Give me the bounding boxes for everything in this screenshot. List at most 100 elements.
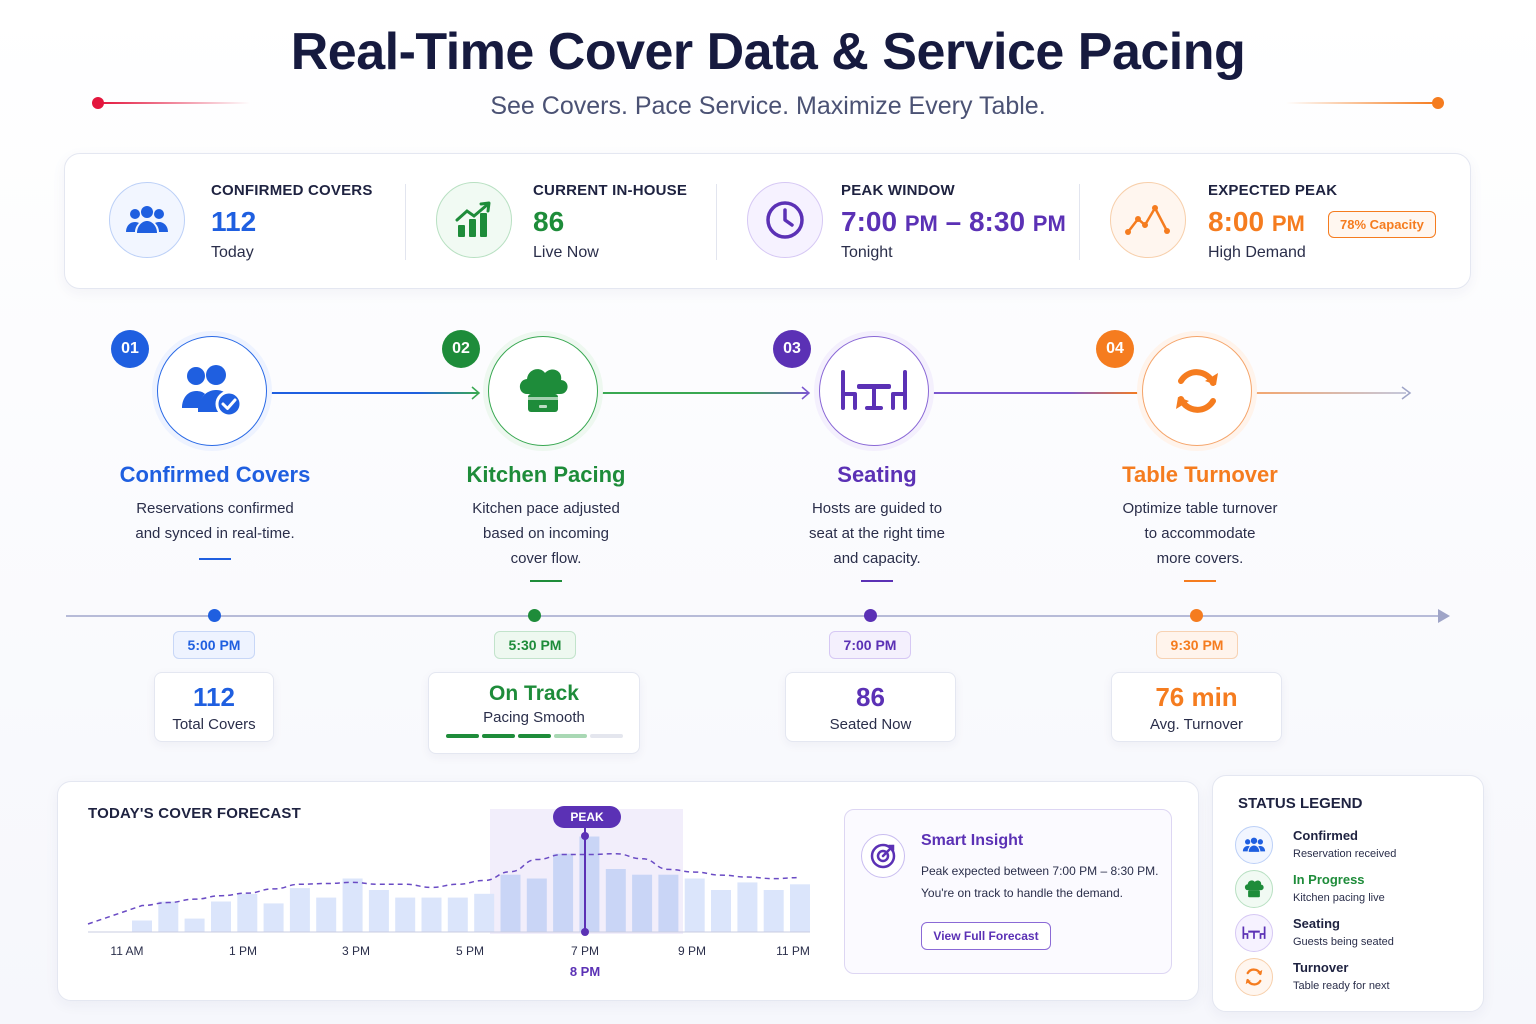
chef-hat-icon	[1235, 870, 1273, 908]
metric-card-seated-now[interactable]: 86 Seated Now	[785, 672, 956, 742]
timeline-time: 9:30 PM	[1156, 631, 1238, 659]
step-desc-line: Hosts are guided to	[811, 500, 943, 517]
insight-text: Peak expected between 7:00 PM – 8:30 PM.…	[921, 860, 1166, 904]
step-desc-line: Kitchen pace adjusted	[472, 500, 620, 517]
forecast-card: TODAY'S COVER FORECAST PEAK 11 AM 1 PM 3 P…	[57, 781, 1199, 1001]
page-title: Real-Time Cover Data & Service Pacing	[290, 23, 1246, 81]
forecast-bar	[737, 882, 758, 932]
metric-card-pacing[interactable]: On Track Pacing Smooth	[428, 672, 640, 754]
step-desc-line: and capacity.	[833, 550, 921, 567]
x-tick-label: 5 PM	[456, 944, 484, 958]
forecast-bar	[526, 878, 547, 932]
step-title: Seating	[837, 462, 917, 487]
legend-item-desc: Kitchen pacing live	[1293, 892, 1385, 904]
stat-confirmed-covers[interactable]: CONFIRMED COVERS 112 Today	[65, 154, 405, 290]
forecast-bar	[447, 897, 468, 932]
step-number: 01	[111, 330, 149, 368]
forecast-bar	[605, 869, 626, 932]
forecast-bar	[211, 901, 231, 932]
forecast-title: TODAY'S COVER FORECAST	[88, 805, 302, 822]
forecast-chart[interactable]: PEAK 11 AM 1 PM 3 PM 5 PM 7 PM 9 PM 11 PM 8 PM	[58, 782, 838, 1002]
stat-expected-peak[interactable]: EXPECTED PEAK 8:00 PM High Demand 78% Ca…	[1080, 154, 1470, 290]
view-full-forecast-button[interactable]: View Full Forecast	[921, 922, 1051, 950]
forecast-bar	[132, 920, 152, 932]
stat-label: CURRENT IN-HOUSE	[533, 182, 688, 199]
insight-title: Smart Insight	[921, 832, 1024, 849]
forecast-bar	[342, 878, 363, 932]
x-tick-label: 1 PM	[229, 944, 257, 958]
target-icon	[861, 834, 905, 878]
stat-value-start: 7:00	[841, 206, 898, 237]
flow-connector	[268, 392, 418, 394]
step-desc-line: based on incoming	[483, 525, 609, 542]
stat-sub: Live Now	[533, 244, 599, 261]
stat-value: 8:00 PM	[1208, 206, 1305, 238]
step-desc-line: Optimize table turnover	[1122, 500, 1278, 517]
step-desc-line: cover flow.	[510, 550, 582, 567]
divider	[405, 184, 406, 260]
forecast-bar	[763, 890, 784, 932]
stat-value-start-unit: PM	[904, 211, 938, 236]
underline	[530, 580, 562, 582]
metric-value: 112	[193, 682, 235, 712]
flow-connector	[418, 392, 478, 394]
stat-peak-window[interactable]: PEAK WINDOW 7:00 PM – 8:30 PM Tonight	[717, 154, 1079, 290]
stat-value: 7:00 PM – 8:30 PM	[841, 206, 1066, 238]
x-tick-label: 11 PM	[776, 944, 810, 958]
stat-value: 112	[211, 206, 257, 237]
decor-line-right	[1284, 97, 1444, 109]
forecast-bar	[368, 890, 389, 932]
metric-value: On Track	[489, 682, 579, 705]
peak-time-label: 8 PM	[570, 964, 600, 979]
x-tick-label: 7 PM	[571, 944, 599, 958]
timeline-time: 5:30 PM	[494, 631, 576, 659]
stat-value-end-unit: PM	[1032, 211, 1066, 236]
step-description: Optimize table turnover to accommodate m…	[1075, 496, 1325, 571]
legend-item-name: Confirmed	[1293, 828, 1358, 843]
growth-chart-icon	[436, 182, 512, 258]
metric-card-avg-turnover[interactable]: 76 min Avg. Turnover	[1111, 672, 1282, 742]
stat-current-in-house[interactable]: CURRENT IN-HOUSE 86 Live Now	[406, 154, 716, 290]
insight-line: Peak expected between 7:00 PM – 8:30 PM.	[921, 864, 1159, 878]
step-desc-line: and synced in real-time.	[135, 525, 295, 542]
flow-connector	[1250, 392, 1406, 394]
forecast-bar	[421, 897, 442, 932]
underline	[1184, 580, 1216, 582]
confirmed-people-icon	[157, 336, 267, 446]
peak-badge	[553, 806, 621, 828]
legend-item-name: Turnover	[1293, 960, 1349, 975]
flow-arrow-icon	[801, 386, 811, 400]
forecast-bar	[684, 878, 705, 932]
timeline-time: 7:00 PM	[829, 631, 911, 659]
step-number: 04	[1096, 330, 1134, 368]
legend-item-in-progress: In Progress Kitchen pacing live	[1235, 870, 1475, 910]
step-title: Confirmed Covers	[119, 462, 311, 487]
refresh-icon	[1235, 958, 1273, 996]
legend-item-confirmed: Confirmed Reservation received	[1235, 826, 1475, 866]
people-icon	[109, 182, 185, 258]
metric-label: Pacing Smooth	[483, 709, 585, 726]
stat-sub: Today	[211, 244, 254, 261]
forecast-bar	[158, 901, 179, 932]
legend-item-turnover: Turnover Table ready for next	[1235, 958, 1475, 998]
flow-arrow-icon	[1401, 386, 1412, 400]
timeline-axis	[66, 615, 1446, 617]
stat-sub: High Demand	[1208, 244, 1306, 261]
timeline-time: 5:00 PM	[173, 631, 255, 659]
peak-marker-dot	[581, 832, 589, 840]
stat-value-dash: –	[945, 206, 962, 237]
flow-connector	[748, 392, 808, 394]
metric-card-total-covers[interactable]: 112 Total Covers	[154, 672, 274, 742]
step-description: Hosts are guided to seat at the right ti…	[752, 496, 1002, 571]
capacity-badge: 78% Capacity	[1328, 211, 1436, 238]
forecast-bar	[711, 890, 731, 932]
flow-connector	[928, 392, 1068, 394]
legend-title: STATUS LEGEND	[1238, 795, 1363, 812]
step-number: 02	[442, 330, 480, 368]
metric-value: 76 min	[1155, 682, 1238, 712]
chef-hat-icon	[488, 336, 598, 446]
step-desc-line: to accommodate	[1144, 525, 1256, 542]
legend-item-name: Seating	[1293, 916, 1340, 931]
legend-item-name: In Progress	[1293, 872, 1365, 887]
